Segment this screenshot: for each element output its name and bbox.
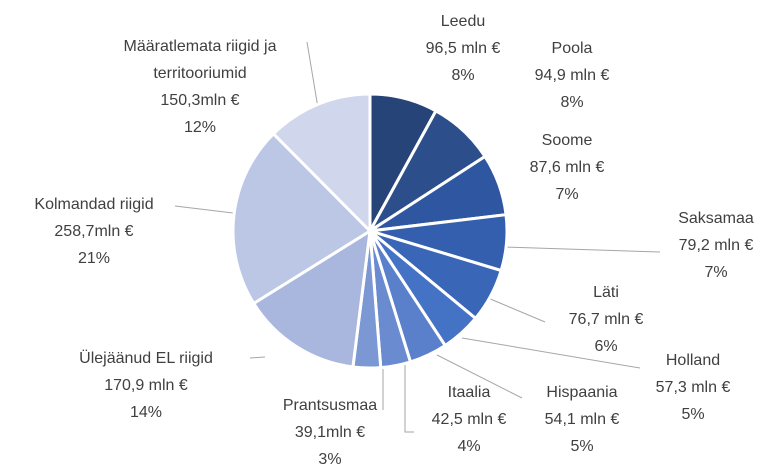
leader-line [461,337,641,369]
category-label: Poola [551,40,593,57]
slice-label: Määratlemata riigid ja territooriumid 150… [90,33,310,141]
category-label: Holland [665,352,721,369]
slice-label: Prantsusmaa 39,1mln € 3% [283,392,377,473]
category-label: Ülejäänud EL riigid [79,350,213,367]
pie-slice [251,228,372,369]
value-label: 54,1 mln € [544,411,620,428]
value-label: 76,7 mln € [568,311,644,328]
slice-label: Läti 76,7 mln € 6% [569,279,644,360]
leader-line [436,354,523,399]
value-label: 79,2 mln € [678,237,754,254]
slice-label: Leedu 96,5 mln € 8% [426,8,501,89]
percent-label: 14% [129,404,163,421]
value-label: 94,9 mln € [534,67,610,84]
percent-label: 6% [594,338,618,355]
value-label: 170,9 mln € [104,377,188,394]
category-label: Määratlemata riigid ja territooriumid [123,38,277,82]
category-label: Hispaania [546,384,618,401]
slice-label: Soome 87,6 mln € 7% [530,127,605,208]
category-label: Soome [541,132,593,149]
leader-line [487,297,546,323]
percent-label: 7% [704,264,728,281]
leader-line [306,41,319,109]
percent-label: 4% [457,438,481,455]
value-label: 87,6 mln € [529,159,605,176]
pie-slice [271,92,372,235]
category-label: Kolmandad riigid [34,196,154,213]
percent-label: 21% [77,250,111,267]
value-label: 150,3mln € [160,92,240,109]
value-label: 39,1mln € [294,424,366,441]
percent-label: 8% [451,67,475,84]
slice-label: Holland 57,3 mln € 5% [656,347,731,428]
pie-slice [231,131,373,306]
leader-line [502,246,661,253]
category-label: Leedu [440,13,486,30]
leader-line [404,365,414,433]
value-label: 42,5 mln € [431,411,507,428]
percent-label: 7% [555,186,579,203]
value-label: 96,5 mln € [425,40,501,57]
leader-lines [174,41,661,433]
category-label: Saksamaa [678,210,754,227]
percent-label: 8% [560,94,584,111]
leader-line [249,356,266,359]
slice-label: Poola 94,9 mln € 8% [535,35,610,116]
slice-label: Ülejäänud EL riigid 170,9 mln € 14% [79,345,213,426]
slice-label: Hispaania 54,1 mln € 5% [545,379,620,460]
value-label: 57,3 mln € [655,379,731,396]
leader-line [174,205,234,214]
slice-label: Saksamaa 79,2 mln € 7% [678,205,754,286]
category-label: Itaalia [447,384,491,401]
category-label: Prantsusmaa [282,397,378,414]
slice-label: Itaalia 42,5 mln € 4% [432,379,507,460]
percent-label: 12% [183,119,217,136]
value-label: 258,7mln € [54,223,134,240]
percent-label: 5% [570,438,594,455]
percent-label: 3% [318,451,342,468]
percent-label: 5% [681,406,705,423]
category-label: Läti [593,284,619,301]
slice-label: Kolmandad riigid 258,7mln € 21% [34,191,153,272]
